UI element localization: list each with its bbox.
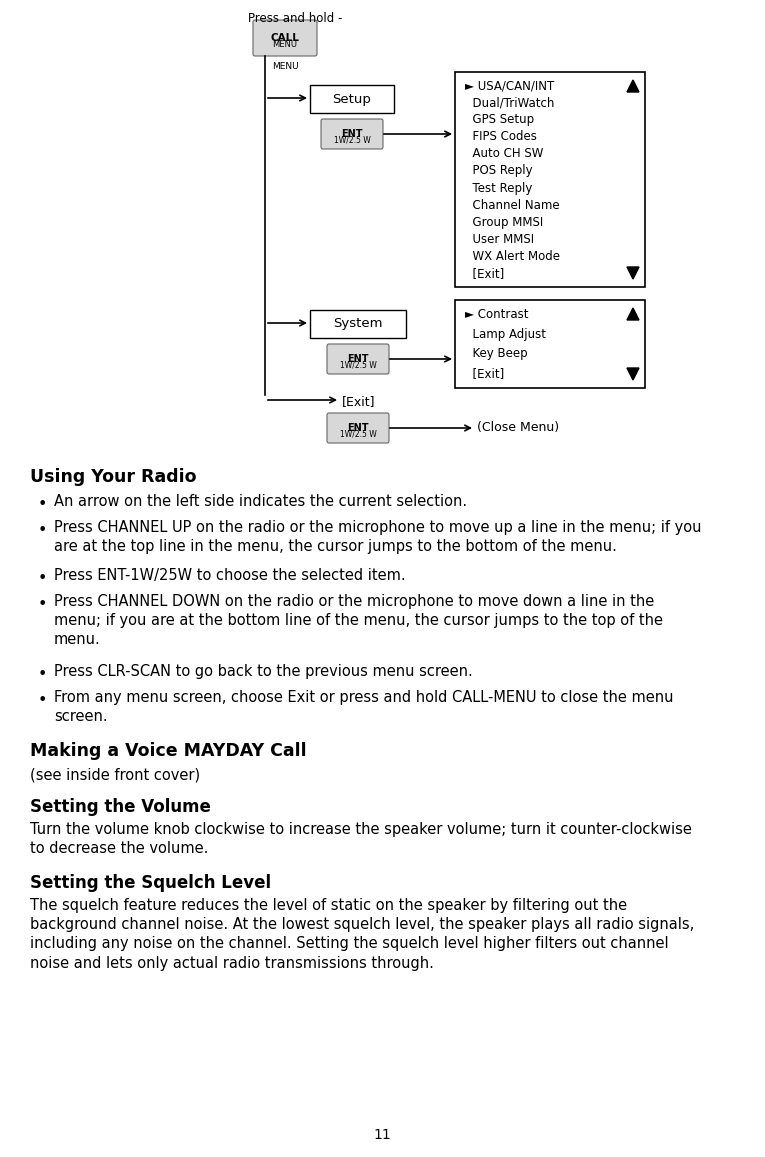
Text: •: • xyxy=(38,693,47,708)
Bar xyxy=(455,72,645,287)
FancyBboxPatch shape xyxy=(327,344,389,374)
Text: •: • xyxy=(38,523,47,538)
Text: ENT: ENT xyxy=(341,128,363,139)
Text: Test Reply: Test Reply xyxy=(465,182,532,194)
FancyBboxPatch shape xyxy=(253,20,317,56)
Text: [Exit]: [Exit] xyxy=(465,267,504,280)
Text: Auto CH SW: Auto CH SW xyxy=(465,147,543,161)
Text: Press CLR-SCAN to go back to the previous menu screen.: Press CLR-SCAN to go back to the previou… xyxy=(54,664,473,679)
Text: MENU: MENU xyxy=(272,62,298,71)
Text: WX Alert Mode: WX Alert Mode xyxy=(465,250,560,263)
Text: ► Contrast: ► Contrast xyxy=(465,308,529,322)
Text: ENT: ENT xyxy=(347,423,369,433)
Text: •: • xyxy=(38,666,47,681)
Text: Using Your Radio: Using Your Radio xyxy=(30,467,197,486)
Text: ► USA/CAN/INT: ► USA/CAN/INT xyxy=(465,79,555,93)
Text: Turn the volume knob clockwise to increase the speaker volume; turn it counter-c: Turn the volume knob clockwise to increa… xyxy=(30,821,692,856)
Text: Setting the Volume: Setting the Volume xyxy=(30,798,211,816)
Polygon shape xyxy=(627,80,639,93)
Text: From any menu screen, choose Exit or press and hold CALL-MENU to close the menu
: From any menu screen, choose Exit or pre… xyxy=(54,690,673,724)
FancyBboxPatch shape xyxy=(321,119,383,149)
Text: Setting the Squelch Level: Setting the Squelch Level xyxy=(30,874,271,892)
Text: An arrow on the left side indicates the current selection.: An arrow on the left side indicates the … xyxy=(54,494,467,509)
Text: Dual/TriWatch: Dual/TriWatch xyxy=(465,96,555,109)
Text: Press ENT-1W/25W to choose the selected item.: Press ENT-1W/25W to choose the selected … xyxy=(54,568,405,583)
Text: CALL: CALL xyxy=(271,34,299,43)
Polygon shape xyxy=(627,368,639,379)
Text: (Close Menu): (Close Menu) xyxy=(477,421,559,435)
Text: The squelch feature reduces the level of static on the speaker by filtering out : The squelch feature reduces the level of… xyxy=(30,898,695,971)
Bar xyxy=(310,84,394,113)
Text: Lamp Adjust: Lamp Adjust xyxy=(465,327,546,341)
Text: Making a Voice MAYDAY Call: Making a Voice MAYDAY Call xyxy=(30,742,307,760)
Text: Key Beep: Key Beep xyxy=(465,347,528,360)
Text: (see inside front cover): (see inside front cover) xyxy=(30,768,200,783)
Polygon shape xyxy=(627,308,639,320)
Text: •: • xyxy=(38,597,47,612)
Text: Press CHANNEL UP on the radio or the microphone to move up a line in the menu; i: Press CHANNEL UP on the radio or the mic… xyxy=(54,519,702,554)
FancyBboxPatch shape xyxy=(327,413,389,443)
Text: Press and hold -: Press and hold - xyxy=(248,12,343,25)
Text: GPS Setup: GPS Setup xyxy=(465,113,534,126)
Text: FIPS Codes: FIPS Codes xyxy=(465,131,537,143)
Text: 1W/2.5 W: 1W/2.5 W xyxy=(334,135,370,145)
Text: 1W/2.5 W: 1W/2.5 W xyxy=(340,429,376,439)
Text: User MMSI: User MMSI xyxy=(465,233,534,245)
Text: System: System xyxy=(334,317,382,331)
Text: 11: 11 xyxy=(373,1128,391,1142)
Text: Press CHANNEL DOWN on the radio or the microphone to move down a line in the
men: Press CHANNEL DOWN on the radio or the m… xyxy=(54,594,663,648)
Bar xyxy=(310,310,406,338)
Polygon shape xyxy=(627,267,639,279)
Bar xyxy=(455,300,645,388)
Text: [Exit]: [Exit] xyxy=(465,367,504,379)
Text: POS Reply: POS Reply xyxy=(465,164,532,177)
Text: •: • xyxy=(38,572,47,585)
Text: [Exit]: [Exit] xyxy=(342,395,376,408)
Text: •: • xyxy=(38,498,47,513)
Text: MENU: MENU xyxy=(272,40,298,50)
Text: Channel Name: Channel Name xyxy=(465,199,560,212)
Text: 1W/2.5 W: 1W/2.5 W xyxy=(340,361,376,370)
Text: Group MMSI: Group MMSI xyxy=(465,215,543,229)
Text: Setup: Setup xyxy=(333,93,372,105)
Text: ENT: ENT xyxy=(347,354,369,364)
